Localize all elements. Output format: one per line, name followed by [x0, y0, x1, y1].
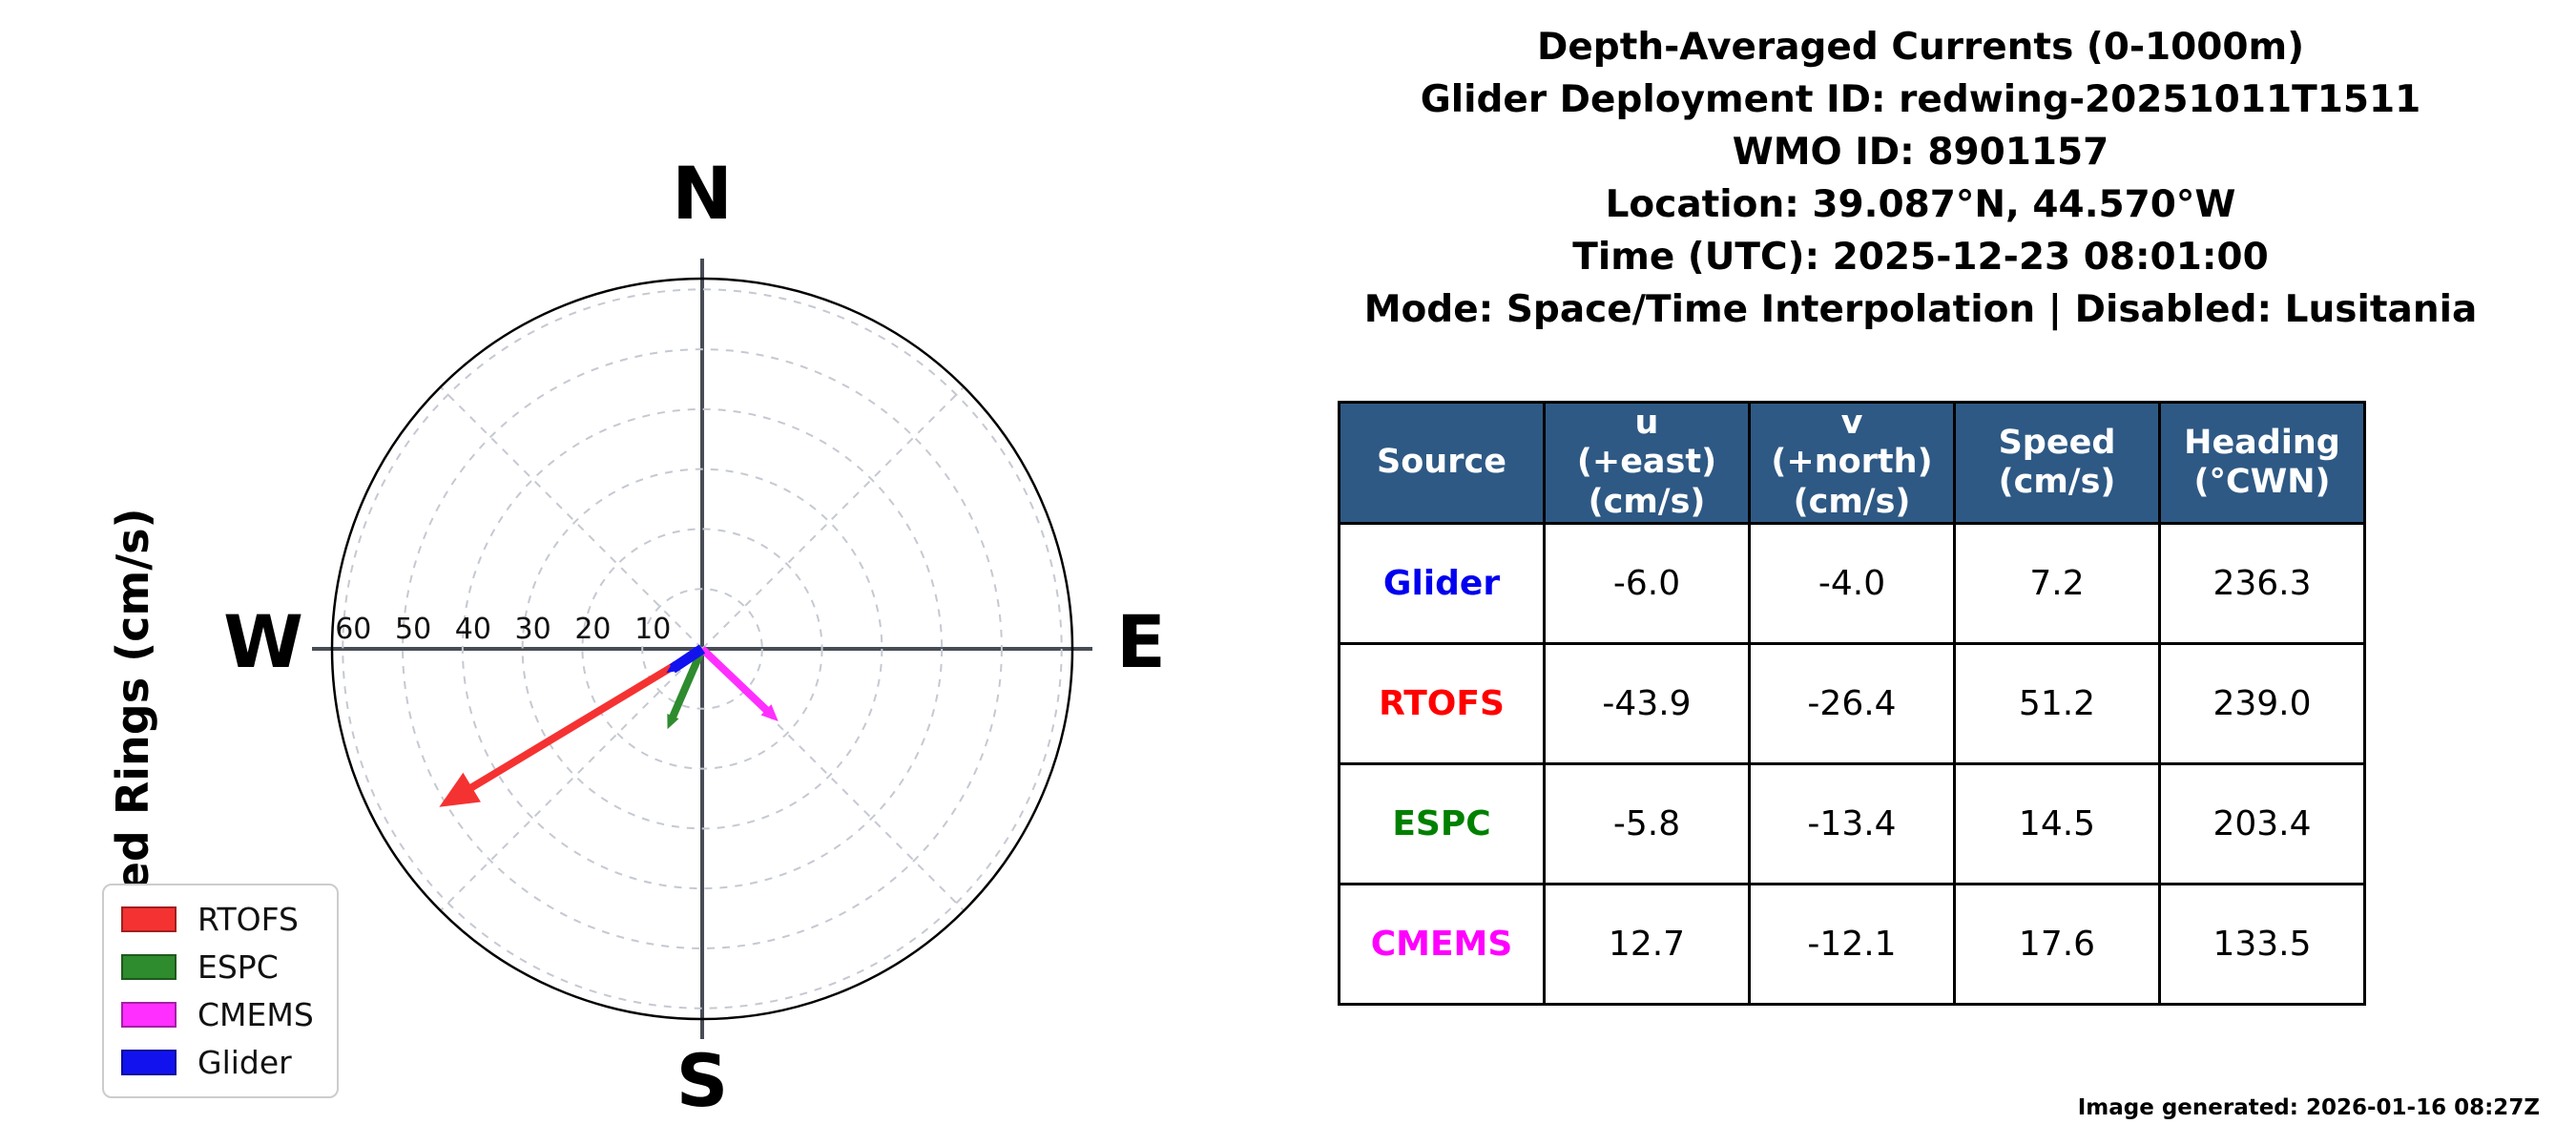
table-header-row: Source u (+east) (cm/s) v (+north) (cm/s) S… — [1338, 401, 2366, 525]
grid-spoke-45 — [701, 385, 966, 650]
column-header: Source — [1338, 401, 1546, 525]
mode-line: Mode: Space/Time Interpolation | Disable… — [1363, 288, 2478, 331]
source-cell: CMEMS — [1338, 882, 1546, 1006]
table-cell: 51.2 — [1953, 641, 2161, 765]
grid-spoke-315 — [439, 385, 703, 650]
table-cell: 14.5 — [1953, 761, 2161, 885]
table-row-cmems: CMEMS 12.7 -12.1 17.6 133.5 — [1338, 882, 2366, 1006]
legend-item-cmems: CMEMS — [121, 996, 314, 1033]
vector-head-cmems — [760, 704, 779, 721]
vector-head-glider — [666, 661, 680, 674]
table-row-espc: ESPC -5.8 -13.4 14.5 203.4 — [1338, 761, 2366, 885]
ring-label-20: 20 — [574, 613, 611, 646]
column-header: u (+east) (cm/s) — [1543, 401, 1751, 525]
table-cell: 239.0 — [2158, 641, 2366, 765]
source-cell: ESPC — [1338, 761, 1546, 885]
table-cell: 17.6 — [1953, 882, 2161, 1006]
table-row-rtofs: RTOFS -43.9 -26.4 51.2 239.0 — [1338, 641, 2366, 765]
column-header: Speed (cm/s) — [1953, 401, 2161, 525]
speed-ring-50 — [402, 348, 1003, 949]
footer-timestamp: Image generated: 2026-01-16 08:27Z — [2077, 1095, 2540, 1120]
ring-label-60: 60 — [335, 613, 371, 646]
table-row-glider: Glider -6.0 -4.0 7.2 236.3 — [1338, 521, 2366, 645]
legend-item-glider: Glider — [121, 1044, 314, 1081]
currents-table: Source u (+east) (cm/s) v (+north) (cm/s) S… — [1338, 401, 2366, 1006]
legend-swatch-espc — [121, 954, 177, 980]
table-cell: 236.3 — [2158, 521, 2366, 645]
vector-shaft-cmems — [699, 646, 774, 718]
ring-label-40: 40 — [455, 613, 491, 646]
table-cell: -4.0 — [1748, 521, 1956, 645]
polar-plot-canvas: 10 20 30 40 50 60 — [312, 259, 1092, 1039]
speed-ring-60 — [342, 288, 1063, 1010]
legend-label: Glider — [197, 1044, 292, 1081]
table-cell: 7.2 — [1953, 521, 2161, 645]
vector-shaft-glider — [669, 644, 706, 674]
speed-ring-40 — [461, 407, 944, 890]
speed-ring-30 — [521, 468, 883, 830]
legend-label: ESPC — [197, 948, 279, 986]
source-cell: RTOFS — [1338, 641, 1546, 765]
time-line: Time (UTC): 2025-12-23 08:01:00 — [1572, 236, 2269, 279]
title-block: Depth-Averaged Currents (0-1000m) Glider… — [1278, 21, 2563, 336]
vector-shaft-espc — [667, 647, 706, 723]
legend: RTOFS ESPC CMEMS Glider — [102, 884, 339, 1098]
column-header: v (+north) (cm/s) — [1748, 401, 1956, 525]
table-cell: 203.4 — [2158, 761, 2366, 885]
legend-swatch-rtofs — [121, 906, 177, 932]
table-cell: -12.1 — [1748, 882, 1956, 1006]
page-title: Depth-Averaged Currents (0-1000m) — [1536, 26, 2305, 69]
source-cell: Glider — [1338, 521, 1546, 645]
compass-label-east: E — [1116, 599, 1166, 684]
ring-label-50: 50 — [395, 613, 431, 646]
ring-label-30: 30 — [515, 613, 551, 646]
legend-label: CMEMS — [197, 996, 314, 1033]
speed-ring-20 — [581, 528, 823, 770]
table-cell: 12.7 — [1543, 882, 1751, 1006]
vector-head-espc — [667, 714, 679, 730]
compass-label-north: N — [672, 151, 733, 236]
table-cell: -5.8 — [1543, 761, 1751, 885]
compass-label-south: S — [675, 1038, 729, 1123]
location-line: Location: 39.087°N, 44.570°W — [1605, 183, 2236, 226]
table-cell: -6.0 — [1543, 521, 1751, 645]
legend-item-espc: ESPC — [121, 948, 314, 986]
table-cell: -43.9 — [1543, 641, 1751, 765]
vector-head-rtofs — [439, 772, 481, 807]
legend-label: RTOFS — [197, 901, 300, 938]
vector-shaft-rtofs — [456, 645, 705, 799]
legend-item-rtofs: RTOFS — [121, 901, 314, 938]
speed-ring-10 — [641, 588, 763, 710]
deployment-id-line: Glider Deployment ID: redwing-20251011T1… — [1420, 78, 2421, 121]
table-cell: -26.4 — [1748, 641, 1956, 765]
table-cell: -13.4 — [1748, 761, 1956, 885]
table-cell: 133.5 — [2158, 882, 2366, 1006]
ring-label-10: 10 — [634, 613, 671, 646]
legend-swatch-cmems — [121, 1002, 177, 1028]
wmo-id-line: WMO ID: 8901157 — [1732, 131, 2109, 174]
legend-swatch-glider — [121, 1050, 177, 1075]
grid-spoke-225 — [439, 648, 703, 912]
outer-circle — [330, 277, 1074, 1021]
column-header: Heading (°CWN) — [2158, 401, 2366, 525]
compass-label-west: W — [223, 599, 303, 684]
